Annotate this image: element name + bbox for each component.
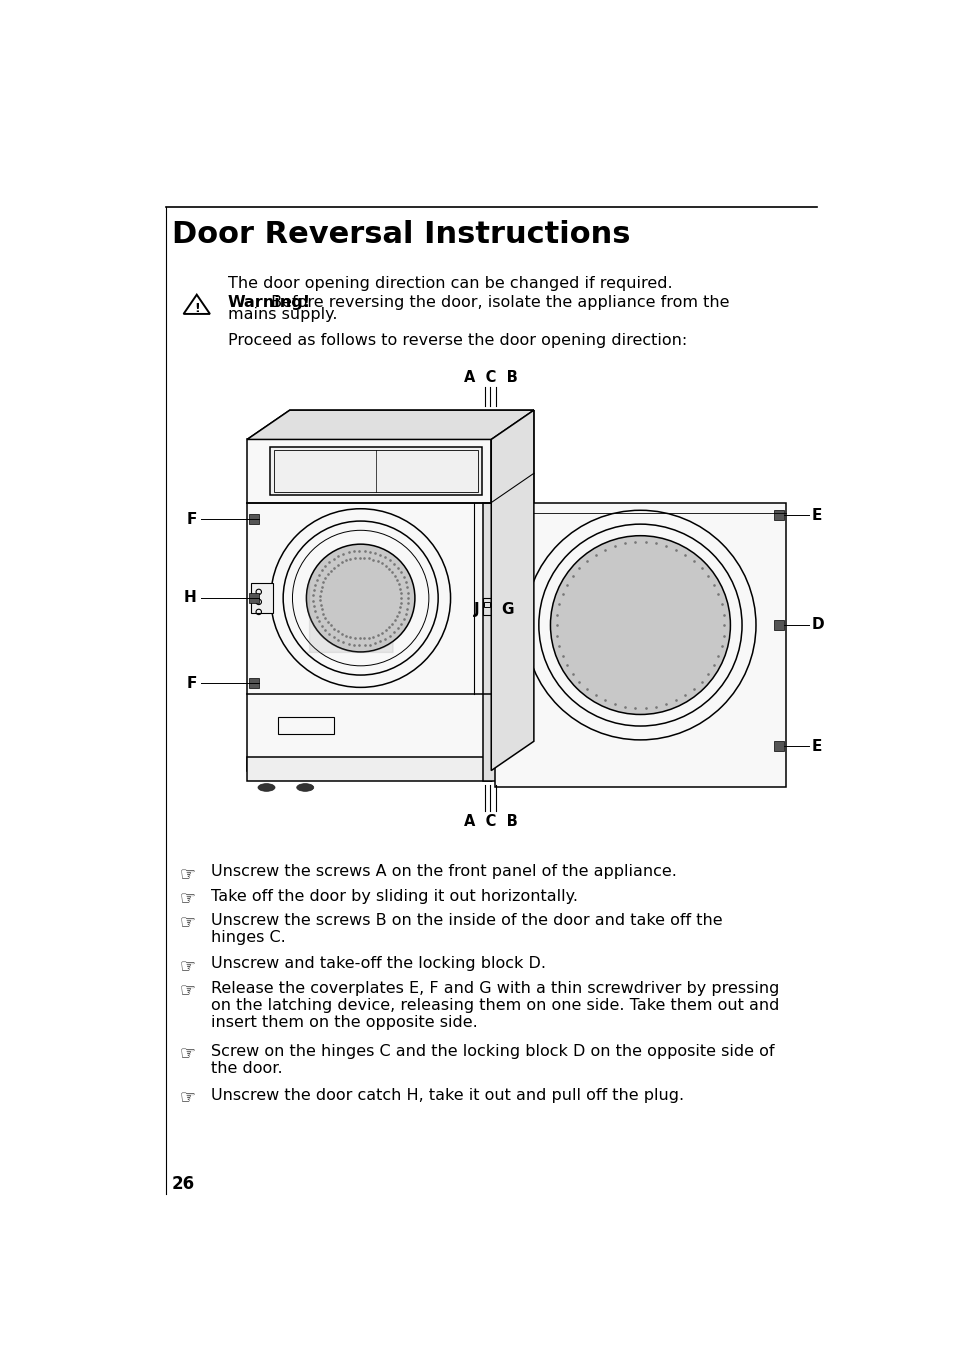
Bar xyxy=(251,583,273,614)
Text: !: ! xyxy=(193,301,199,315)
Polygon shape xyxy=(247,410,534,439)
Bar xyxy=(274,450,477,492)
Text: F: F xyxy=(186,511,196,527)
Text: E: E xyxy=(810,508,821,523)
Bar xyxy=(773,619,783,630)
Text: Warning!: Warning! xyxy=(228,295,311,310)
Bar xyxy=(247,439,491,771)
Text: ☞: ☞ xyxy=(179,890,195,907)
Text: The door opening direction can be changed if required.: The door opening direction can be change… xyxy=(228,276,672,291)
Text: Unscrew the screws A on the front panel of the appliance.: Unscrew the screws A on the front panel … xyxy=(211,864,676,880)
Text: H: H xyxy=(184,591,196,606)
Text: ☞: ☞ xyxy=(179,865,195,883)
Text: D: D xyxy=(810,618,823,633)
Text: ☞: ☞ xyxy=(179,914,195,932)
Text: Release the coverplates E, F and G with a thin screwdriver by pressing
on the la: Release the coverplates E, F and G with … xyxy=(211,980,779,1030)
Bar xyxy=(483,598,497,615)
Circle shape xyxy=(306,544,415,652)
Text: 26: 26 xyxy=(172,1175,194,1192)
Text: ☞: ☞ xyxy=(179,1045,195,1063)
Text: Take off the door by sliding it out horizontally.: Take off the door by sliding it out hori… xyxy=(211,888,578,903)
Bar xyxy=(773,510,783,521)
Text: Unscrew the door catch H, take it out and pull off the plug.: Unscrew the door catch H, take it out an… xyxy=(211,1087,683,1103)
Bar xyxy=(278,717,334,734)
Polygon shape xyxy=(491,410,534,771)
Bar xyxy=(249,679,258,688)
Bar xyxy=(270,448,481,495)
Bar xyxy=(484,602,489,607)
Polygon shape xyxy=(491,410,534,771)
Text: Proceed as follows to reverse the door opening direction:: Proceed as follows to reverse the door o… xyxy=(228,333,686,349)
Text: ☞: ☞ xyxy=(179,957,195,975)
Polygon shape xyxy=(247,410,534,439)
Text: J: J xyxy=(474,602,479,617)
Bar xyxy=(274,450,477,492)
Bar xyxy=(249,592,258,603)
Text: Screw on the hinges C and the locking block D on the opposite side of
the door.: Screw on the hinges C and the locking bl… xyxy=(211,1044,774,1076)
Polygon shape xyxy=(491,727,534,781)
Text: ☞: ☞ xyxy=(179,982,195,999)
Text: F: F xyxy=(186,676,196,691)
Bar xyxy=(495,503,785,787)
Text: A  C  B: A C B xyxy=(463,814,517,829)
Text: A  C  B: A C B xyxy=(463,369,517,385)
Text: Before reversing the door, isolate the appliance from the: Before reversing the door, isolate the a… xyxy=(266,295,729,310)
Text: Unscrew and take-off the locking block D.: Unscrew and take-off the locking block D… xyxy=(211,956,545,972)
Bar xyxy=(270,448,481,495)
Text: mains supply.: mains supply. xyxy=(228,307,337,322)
Ellipse shape xyxy=(257,784,274,791)
Text: E: E xyxy=(810,738,821,754)
Bar xyxy=(247,757,491,781)
Circle shape xyxy=(550,535,730,714)
Bar xyxy=(249,514,258,525)
Bar xyxy=(483,503,497,781)
Bar xyxy=(773,741,783,752)
Text: G: G xyxy=(500,602,514,617)
Text: Door Reversal Instructions: Door Reversal Instructions xyxy=(172,220,630,249)
Ellipse shape xyxy=(296,784,314,791)
Text: Unscrew the screws B on the inside of the door and take off the
hinges C.: Unscrew the screws B on the inside of th… xyxy=(211,913,721,945)
Text: ☞: ☞ xyxy=(179,1088,195,1106)
